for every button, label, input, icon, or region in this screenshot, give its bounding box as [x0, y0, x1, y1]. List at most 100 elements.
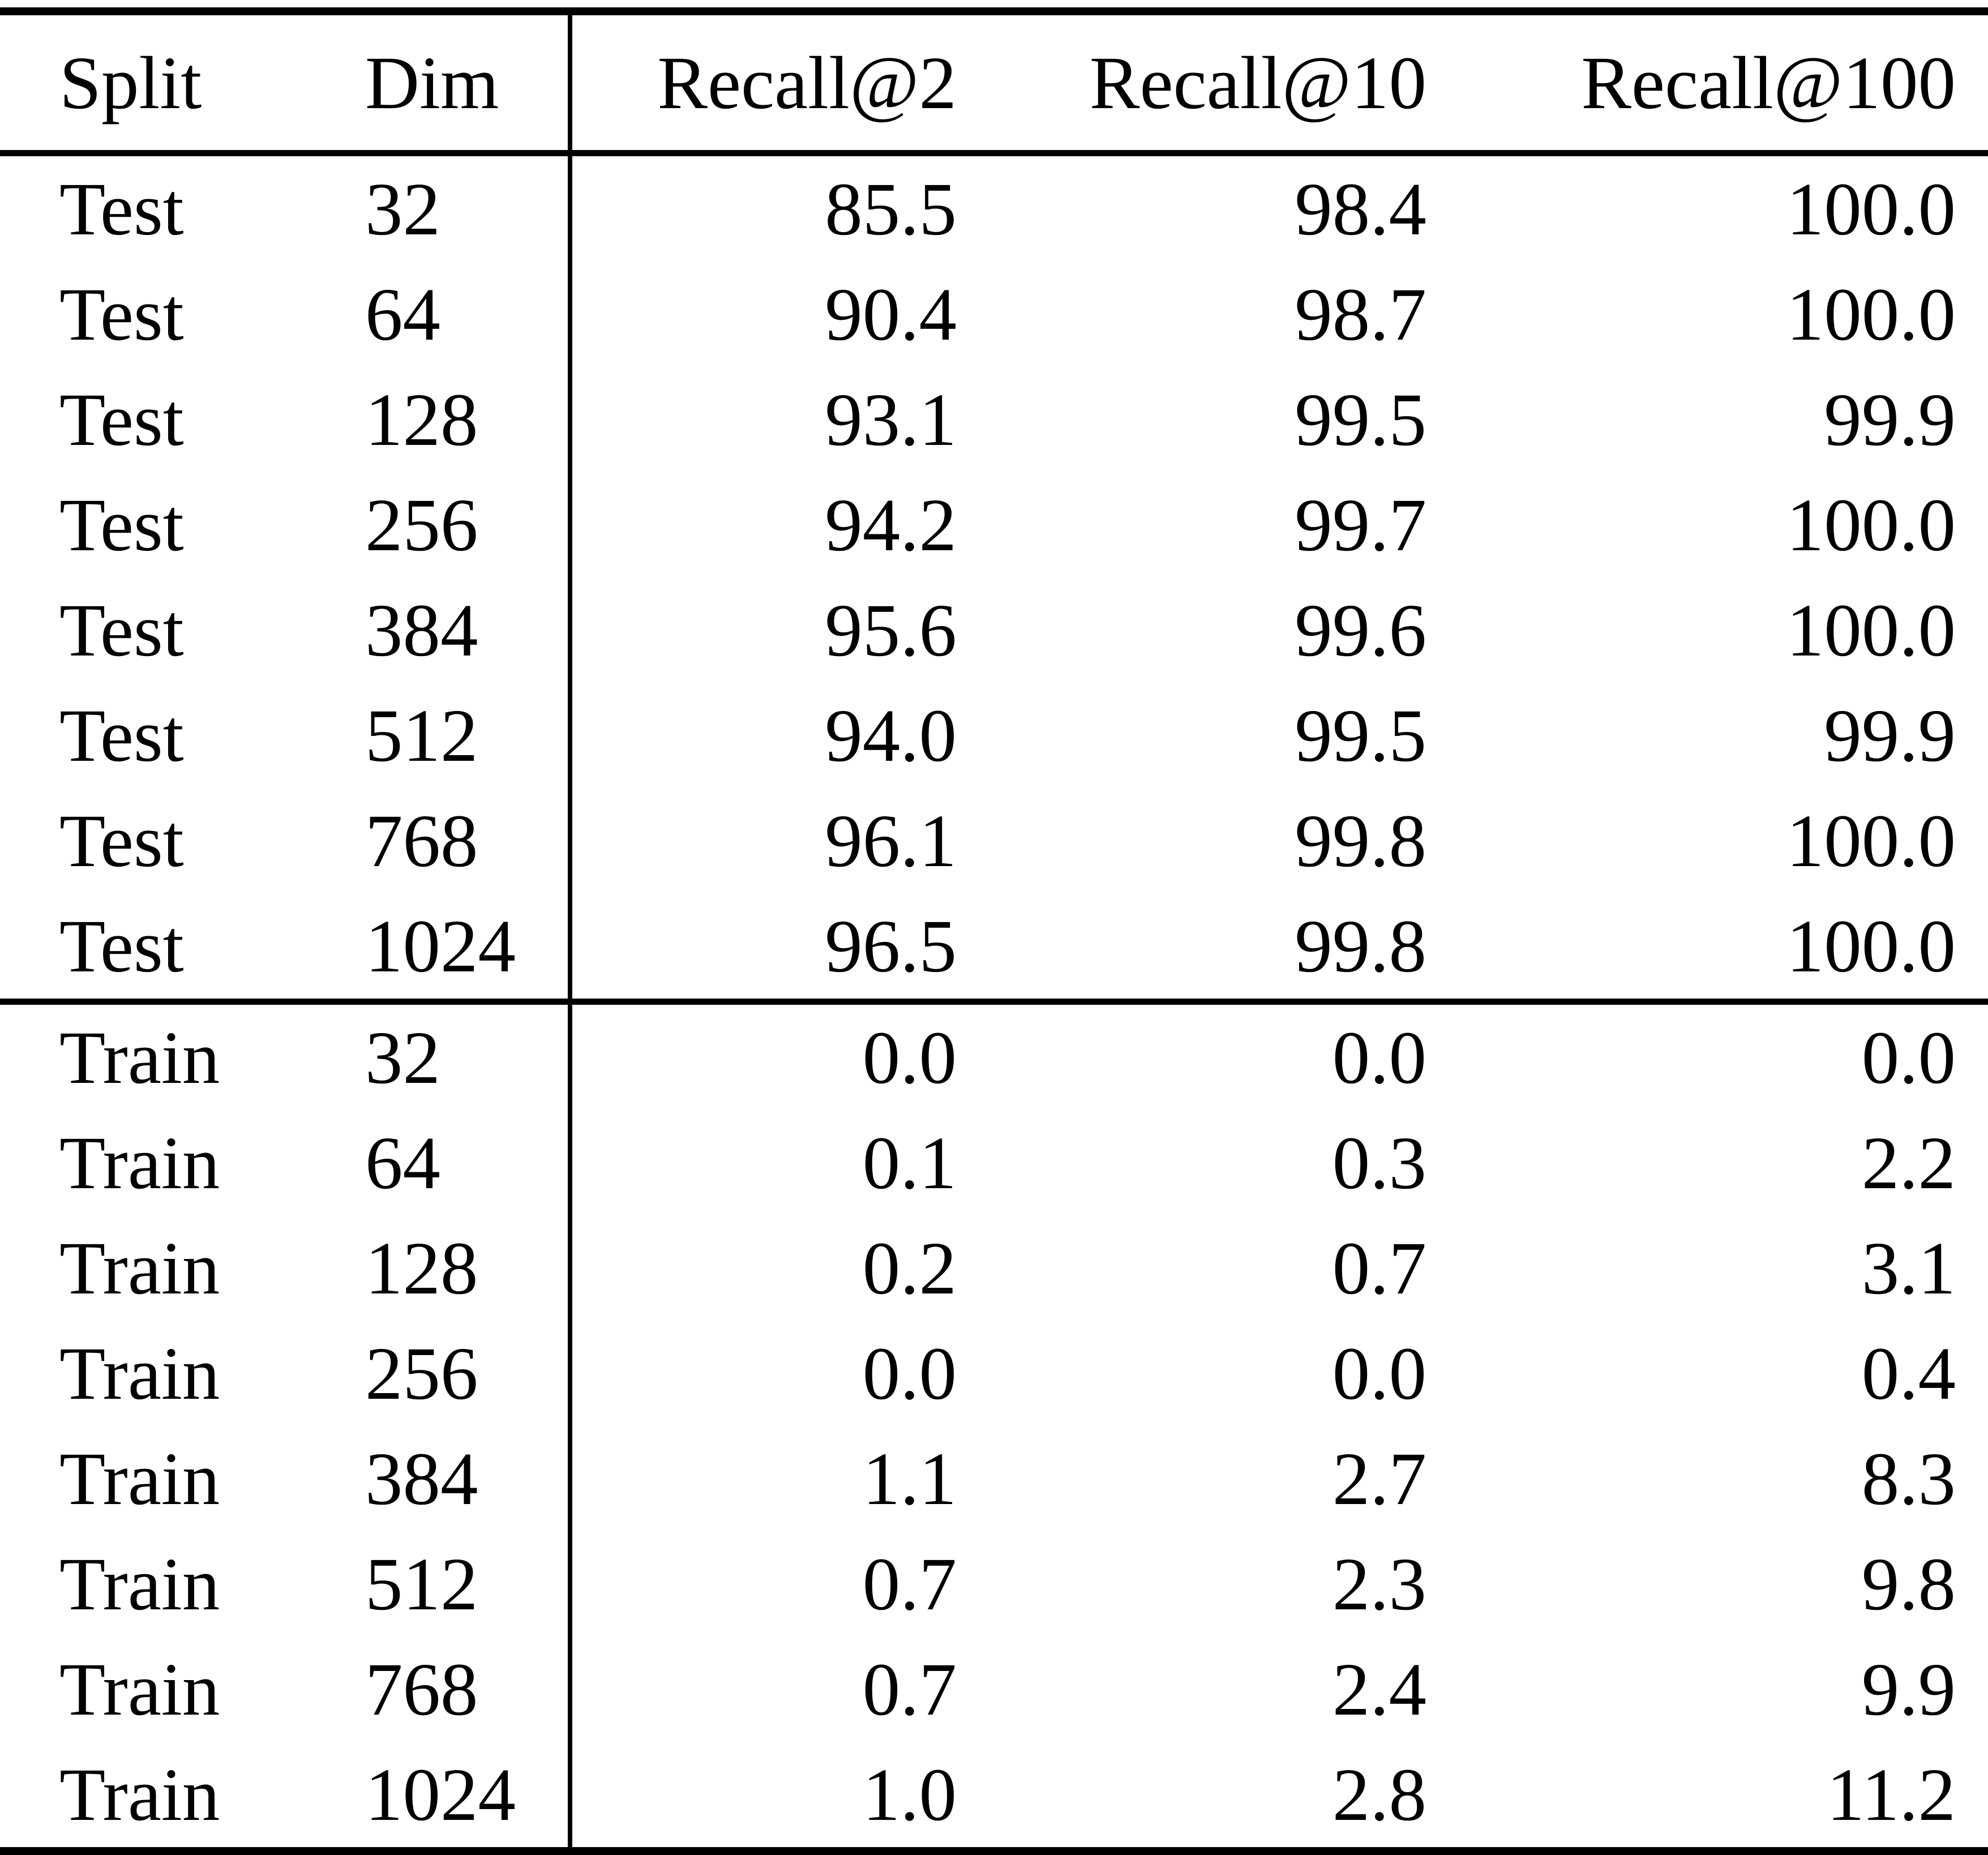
- cell-split: Test: [59, 483, 184, 567]
- cell-recall-at-100: 2.2: [1861, 1121, 1956, 1205]
- col-header-dim: Dim: [351, 11, 572, 156]
- cell-dim: 64: [351, 1110, 572, 1215]
- cell-recall-at-100: 99.9: [1824, 378, 1956, 461]
- cell-recall-at-10: 99.5: [1295, 378, 1426, 461]
- col-header-recall-at-100: Recall@100: [1426, 11, 1988, 156]
- cell-split: Test: [59, 799, 184, 882]
- table-header: Split Dim Recall@2 Recall@10 Recall@100: [0, 11, 1988, 156]
- cell-recall-at-10: 98.7: [1295, 272, 1426, 356]
- cell-recall-at-100: 8.3: [1861, 1437, 1956, 1520]
- cell-recall-at-100: 99.9: [1824, 693, 1956, 777]
- cell-recall-at-10: 2.3: [1332, 1542, 1426, 1626]
- cell-recall-at-100: 0.0: [1861, 1016, 1956, 1099]
- cell-split: Train: [59, 1331, 220, 1415]
- table-row: Test 384 95.6 99.6 100.0: [0, 577, 1988, 683]
- cell-recall-at-100: 100.0: [1786, 904, 1956, 988]
- cell-dim: 32: [351, 1001, 572, 1110]
- cell-dim: 384: [351, 1426, 572, 1531]
- table-row: Train 1024 1.0 2.8 11.2: [0, 1742, 1988, 1851]
- test-section: Test 32 85.5 98.4 100.0 Test 64 90.4 98.7 100.0 Te…: [0, 153, 1988, 1002]
- col-header-split: Split: [0, 11, 351, 156]
- cell-dim: 512: [351, 1531, 572, 1636]
- table-row: Test 512 94.0 99.5 99.9: [0, 683, 1988, 788]
- table-row: Train 32 0.0 0.0 0.0: [0, 1001, 1988, 1110]
- table-row: Train 512 0.7 2.3 9.8: [0, 1531, 1988, 1636]
- cell-dim: 256: [351, 472, 572, 577]
- cell-split: Train: [59, 1647, 220, 1731]
- cell-dim: 768: [351, 1636, 572, 1742]
- cell-split: Test: [59, 167, 184, 251]
- cell-recall-at-2: 0.7: [862, 1647, 957, 1731]
- cell-dim: 128: [351, 367, 572, 472]
- cell-split: Test: [59, 272, 184, 356]
- cell-recall-at-10: 99.5: [1295, 693, 1426, 777]
- table-row: Test 1024 96.5 99.8 100.0: [0, 893, 1988, 1002]
- cell-recall-at-100: 100.0: [1786, 799, 1956, 882]
- cell-recall-at-10: 0.3: [1332, 1121, 1426, 1205]
- table-row: Train 128 0.2 0.7 3.1: [0, 1215, 1988, 1321]
- cell-recall-at-100: 100.0: [1786, 167, 1956, 251]
- cell-recall-at-2: 96.1: [825, 799, 957, 882]
- cell-split: Train: [59, 1121, 220, 1205]
- cell-split: Train: [59, 1542, 220, 1626]
- cell-recall-at-10: 99.7: [1295, 483, 1426, 567]
- recall-table: Split Dim Recall@2 Recall@10 Recall@100 …: [0, 7, 1988, 1855]
- cell-dim: 512: [351, 683, 572, 788]
- cell-split: Train: [59, 1016, 220, 1099]
- table-row: Test 256 94.2 99.7 100.0: [0, 472, 1988, 577]
- cell-split: Test: [59, 588, 184, 672]
- cell-recall-at-2: 90.4: [825, 272, 957, 356]
- cell-recall-at-100: 9.9: [1861, 1647, 1956, 1731]
- cell-recall-at-10: 2.4: [1332, 1647, 1426, 1731]
- cell-recall-at-100: 9.8: [1861, 1542, 1956, 1626]
- cell-dim: 768: [351, 788, 572, 893]
- cell-split: Train: [59, 1437, 220, 1520]
- cell-recall-at-100: 11.2: [1827, 1753, 1956, 1836]
- cell-dim: 1024: [351, 893, 572, 1002]
- cell-dim: 128: [351, 1215, 572, 1321]
- cell-recall-at-100: 100.0: [1786, 588, 1956, 672]
- cell-recall-at-10: 0.7: [1332, 1226, 1426, 1310]
- table-row: Train 768 0.7 2.4 9.9: [0, 1636, 1988, 1742]
- cell-split: Train: [59, 1226, 220, 1310]
- cell-recall-at-10: 98.4: [1295, 167, 1426, 251]
- cell-recall-at-10: 2.7: [1332, 1437, 1426, 1520]
- cell-recall-at-2: 94.2: [825, 483, 957, 567]
- table-row: Train 384 1.1 2.7 8.3: [0, 1426, 1988, 1531]
- cell-recall-at-100: 100.0: [1786, 272, 1956, 356]
- header-row: Split Dim Recall@2 Recall@10 Recall@100: [0, 11, 1988, 156]
- table-row: Test 128 93.1 99.5 99.9: [0, 367, 1988, 472]
- cell-dim: 384: [351, 577, 572, 683]
- cell-recall-at-2: 0.0: [862, 1331, 957, 1415]
- table-row: Train 64 0.1 0.3 2.2: [0, 1110, 1988, 1215]
- cell-split: Train: [59, 1753, 220, 1836]
- cell-recall-at-100: 100.0: [1786, 483, 1956, 567]
- cell-recall-at-10: 2.8: [1332, 1753, 1426, 1836]
- cell-recall-at-10: 0.0: [1332, 1331, 1426, 1415]
- cell-dim: 32: [351, 153, 572, 262]
- table-row: Train 256 0.0 0.0 0.4: [0, 1321, 1988, 1426]
- cell-recall-at-2: 96.5: [825, 904, 957, 988]
- table-row: Test 768 96.1 99.8 100.0: [0, 788, 1988, 893]
- cell-recall-at-2: 0.1: [862, 1121, 957, 1205]
- cell-recall-at-2: 85.5: [825, 167, 957, 251]
- cell-recall-at-2: 0.2: [862, 1226, 957, 1310]
- table-row: Test 32 85.5 98.4 100.0: [0, 153, 1988, 262]
- cell-dim: 1024: [351, 1742, 572, 1851]
- cell-recall-at-2: 93.1: [825, 378, 957, 461]
- cell-recall-at-10: 0.0: [1332, 1016, 1426, 1099]
- col-header-recall-at-10: Recall@10: [957, 11, 1426, 156]
- table-row: Test 64 90.4 98.7 100.0: [0, 262, 1988, 367]
- cell-recall-at-2: 0.7: [862, 1542, 957, 1626]
- cell-recall-at-10: 99.8: [1295, 904, 1426, 988]
- cell-recall-at-100: 3.1: [1861, 1226, 1956, 1310]
- cell-recall-at-2: 1.0: [862, 1753, 957, 1836]
- cell-recall-at-2: 1.1: [862, 1437, 957, 1520]
- cell-dim: 256: [351, 1321, 572, 1426]
- col-header-recall-at-2: Recall@2: [570, 11, 957, 156]
- cell-recall-at-2: 94.0: [825, 693, 957, 777]
- cell-recall-at-2: 95.6: [825, 588, 957, 672]
- train-section: Train 32 0.0 0.0 0.0 Train 64 0.1 0.3 2.2 Train 128…: [0, 1001, 1988, 1851]
- cell-split: Test: [59, 693, 184, 777]
